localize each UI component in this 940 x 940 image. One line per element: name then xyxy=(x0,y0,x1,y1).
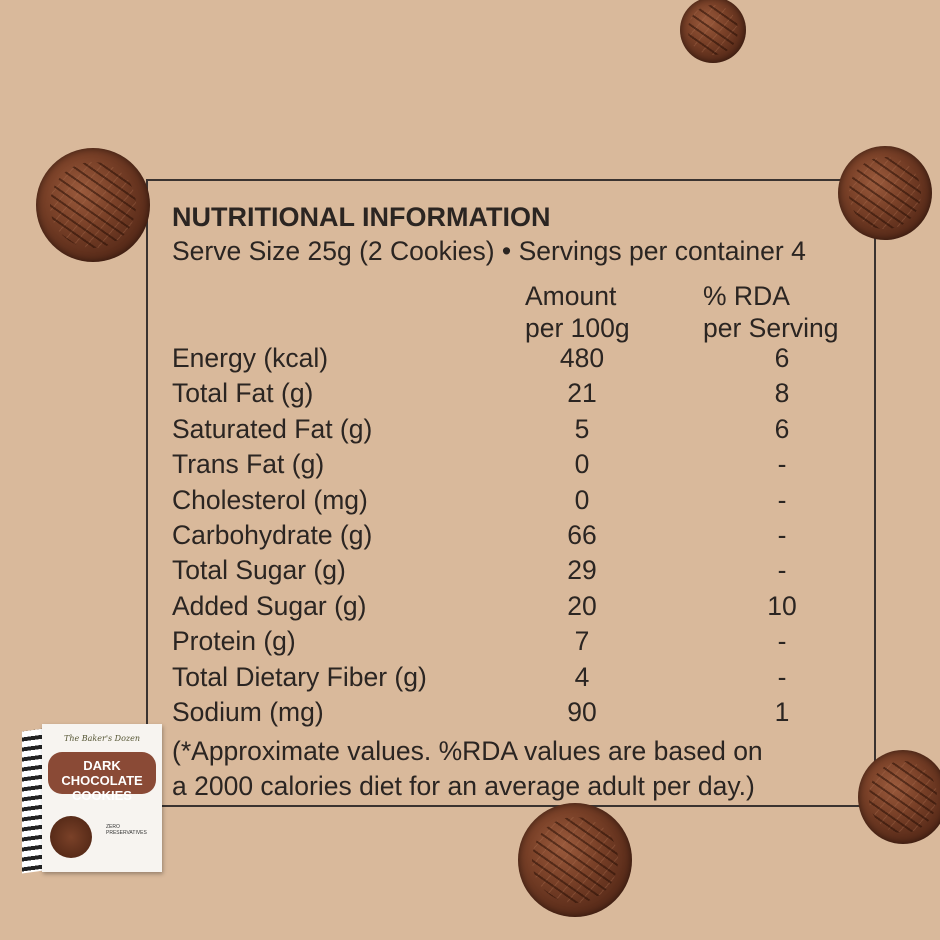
amount-value: 29 xyxy=(567,555,597,586)
cookie-image xyxy=(858,750,940,844)
title: NUTRITIONAL INFORMATION xyxy=(172,202,551,232)
nutrient-row: Energy (kcal) 480 6 xyxy=(172,343,872,378)
nutrient-row: Sodium (mg) 90 1 xyxy=(172,697,872,732)
rda-value: 1 xyxy=(774,697,790,727)
cookie-image xyxy=(838,146,932,240)
product-name: DARK CHOCOLATE COOKIES xyxy=(48,752,156,803)
serving-info: Serve Size 25g (2 Cookies) • Servings pe… xyxy=(172,236,806,266)
box-front: The Baker's Dozen DARK CHOCOLATE COOKIES… xyxy=(42,724,162,872)
nutrient-row: Saturated Fat (g) 5 6 xyxy=(172,414,872,449)
amount-value: 5 xyxy=(574,413,590,444)
cookie-image xyxy=(50,816,92,858)
rda-value: - xyxy=(777,484,787,515)
brand-logo: The Baker's Dozen xyxy=(64,734,140,743)
nutrient-row: Added Sugar (g) 20 10 xyxy=(172,591,872,626)
product-tag: ZERO PRESERVATIVES xyxy=(106,824,147,836)
cookie-image xyxy=(680,0,746,63)
nutrition-frame xyxy=(146,179,876,807)
product-box: The Baker's Dozen DARK CHOCOLATE COOKIES… xyxy=(22,722,162,874)
nutrient-row: Total Dietary Fiber (g) 4 - xyxy=(172,662,872,697)
footnote-line-1: (*Approximate values. %RDA values are ba… xyxy=(172,736,763,766)
nutrient-label: Saturated Fat (g) xyxy=(172,413,373,444)
amount-value: 4 xyxy=(574,661,590,692)
amount-value: 0 xyxy=(574,484,590,515)
rda-value: 6 xyxy=(774,343,790,373)
rda-value: - xyxy=(777,449,787,480)
nutrient-row: Total Sugar (g) 29 - xyxy=(172,555,872,590)
rda-value: 8 xyxy=(774,378,790,409)
nutrient-label: Energy (kcal) xyxy=(172,343,329,373)
nutrient-label: Cholesterol (mg) xyxy=(172,484,368,515)
footnote-line-2: a 2000 calories diet for an average adul… xyxy=(172,771,755,801)
rda-value: - xyxy=(777,626,787,657)
cookie-image xyxy=(518,803,632,917)
nutrient-label: Protein (g) xyxy=(172,626,296,657)
amount-value: 90 xyxy=(567,697,597,727)
nutrient-row: Cholesterol (mg) 0 - xyxy=(172,485,872,520)
amount-value: 0 xyxy=(574,449,590,480)
amount-value: 480 xyxy=(559,343,605,373)
nutrient-row: Protein (g) 7 - xyxy=(172,626,872,661)
nutrient-label: Total Sugar (g) xyxy=(172,555,346,586)
rda-value: 6 xyxy=(774,413,790,444)
rda-value: - xyxy=(777,555,787,586)
nutrient-row: Total Fat (g) 21 8 xyxy=(172,378,872,413)
nutrient-label: Total Fat (g) xyxy=(172,378,314,409)
nutrient-label: Trans Fat (g) xyxy=(172,449,325,480)
amount-value: 66 xyxy=(567,520,597,550)
box-side xyxy=(22,728,44,874)
amount-value: 21 xyxy=(567,378,597,409)
amount-value: 20 xyxy=(567,590,597,621)
nutrient-label: Added Sugar (g) xyxy=(172,590,367,621)
rda-value: - xyxy=(777,661,787,692)
nutrient-row: Carbohydrate (g) 66 - xyxy=(172,520,872,555)
rda-value: 10 xyxy=(767,590,797,621)
nutrient-row: Trans Fat (g) 0 - xyxy=(172,449,872,484)
nutrient-label: Carbohydrate (g) xyxy=(172,520,373,550)
nutrient-label: Sodium (mg) xyxy=(172,697,324,727)
rda-value: - xyxy=(777,520,787,550)
amount-value: 7 xyxy=(574,626,590,657)
nutrient-label: Total Dietary Fiber (g) xyxy=(172,661,427,692)
header-rda: % RDA per Serving xyxy=(703,281,839,343)
header-amount: Amount per 100g xyxy=(525,281,630,343)
cookie-image xyxy=(36,148,150,262)
